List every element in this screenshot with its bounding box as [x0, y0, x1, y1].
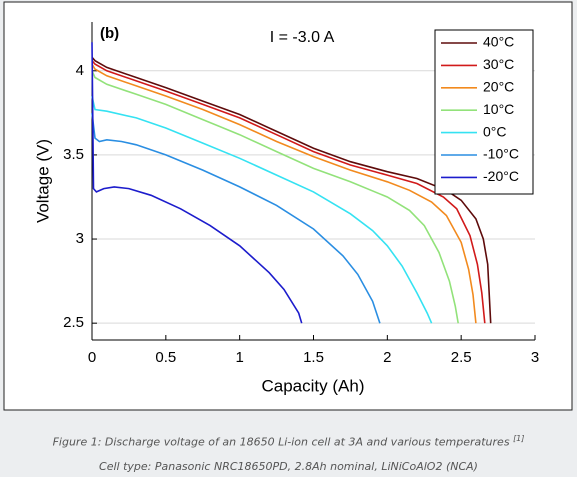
- caption-text: Figure 1: Discharge voltage of an 18650 …: [52, 435, 510, 449]
- legend-label: 40°C: [483, 34, 514, 50]
- legend-label: -20°C: [483, 168, 519, 184]
- current-label: I = -3.0 A: [270, 29, 335, 46]
- x-tick-label: 3: [531, 349, 539, 366]
- legend-label: 0°C: [483, 123, 507, 139]
- y-tick-label: 3.5: [63, 146, 84, 163]
- series-line: [91, 70, 459, 324]
- series-line: [91, 56, 492, 324]
- series-line: [91, 63, 477, 324]
- series-line: [91, 42, 303, 324]
- legend-label: 20°C: [483, 79, 514, 95]
- legend-label: 30°C: [483, 56, 514, 72]
- caption-ref: [1]: [513, 434, 525, 443]
- series-line: [91, 112, 381, 324]
- caption-subtext: Cell type: Panasonic NRC18650PD, 2.8Ah n…: [99, 460, 478, 473]
- chart: (b) I = -3.0 A Capacity (Ah) Voltage (V)…: [3, 1, 573, 411]
- x-tick-label: 1.5: [303, 349, 324, 366]
- y-axis-title: Voltage (V): [33, 139, 52, 223]
- x-tick-label: 0: [88, 349, 96, 366]
- caption: Figure 1: Discharge voltage of an 18650 …: [0, 434, 577, 449]
- legend-label: -10°C: [483, 146, 519, 162]
- x-tick-label: 1: [235, 349, 243, 366]
- legend-box: [434, 29, 534, 195]
- y-tick-label: 4: [76, 62, 84, 79]
- x-tick-label: 2: [383, 349, 391, 366]
- series-line: [91, 60, 486, 324]
- x-tick-label: 2.5: [451, 349, 472, 366]
- y-tick-label: 3: [76, 230, 84, 247]
- y-tick-label: 2.5: [63, 314, 84, 331]
- x-tick-label: 0.5: [155, 349, 176, 366]
- panel-label: (b): [100, 25, 119, 42]
- series-line: [91, 95, 433, 324]
- legend-label: 10°C: [483, 101, 514, 117]
- x-axis-title: Capacity (Ah): [262, 376, 365, 395]
